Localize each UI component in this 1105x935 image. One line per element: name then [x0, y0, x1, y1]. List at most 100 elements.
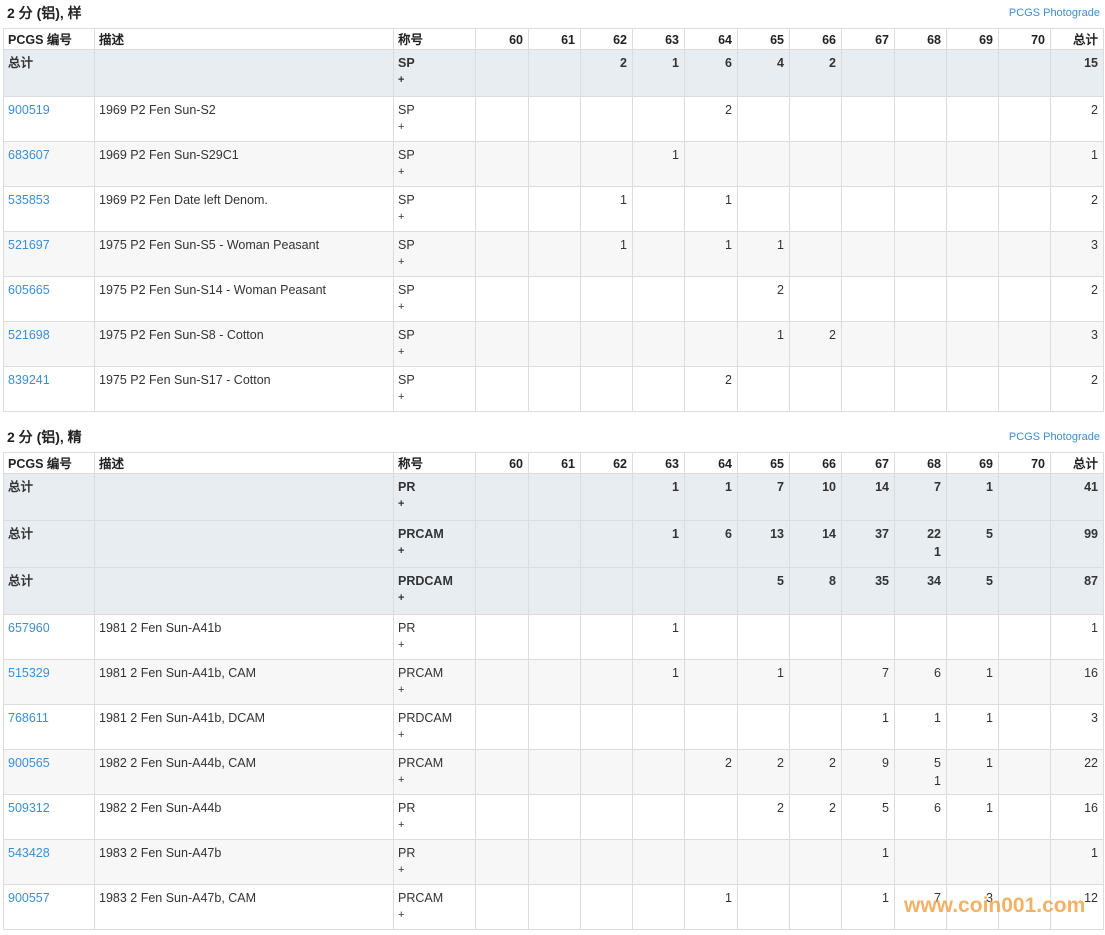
grade-count [998, 794, 1051, 840]
grade-count [528, 186, 581, 232]
row-total: 2 [1050, 96, 1104, 142]
pcgs-number: 535853 [3, 186, 95, 232]
grade-count [737, 884, 790, 930]
count: 5 [986, 527, 993, 541]
grade-count: 2 [737, 794, 790, 840]
column-header: 69 [946, 452, 999, 474]
column-header: 称号 [393, 452, 476, 474]
grade-count [528, 704, 581, 750]
grade-count [998, 749, 1051, 795]
total-count: 3 [1091, 238, 1098, 252]
grade-count: 9 [841, 749, 895, 795]
grade-count [632, 321, 685, 367]
designation-text: PRCAM [398, 891, 444, 905]
grade-count [528, 141, 581, 187]
pcgs-number-link[interactable]: 683607 [8, 148, 50, 162]
grade-count [580, 749, 633, 795]
column-header: 61 [528, 452, 581, 474]
column-header: 描述 [94, 452, 394, 474]
pcgs-number-link[interactable]: 768611 [8, 711, 49, 725]
pcgs-number: 768611 [3, 704, 95, 750]
count: 2 [620, 56, 627, 70]
grade-count [632, 884, 685, 930]
count: 1 [986, 480, 993, 494]
grade-count [475, 276, 529, 322]
grade-count [475, 614, 529, 660]
grade-count [684, 659, 738, 705]
row-total: 1 [1050, 614, 1104, 660]
total-count: 12 [1084, 891, 1098, 905]
grade-count [894, 839, 947, 885]
pcgs-number-link[interactable]: 605665 [8, 283, 50, 297]
grade-count [789, 96, 842, 142]
grade-count: 2 [684, 366, 738, 412]
column-header: 总计 [1050, 452, 1104, 474]
grade-count [841, 141, 895, 187]
description-text: 1982 2 Fen Sun-A44b [99, 801, 222, 815]
grade-count [632, 276, 685, 322]
total-count: 16 [1084, 666, 1098, 680]
count: 5 [934, 756, 941, 770]
row-total: 15 [1050, 49, 1104, 97]
pcgs-number-link[interactable]: 521698 [8, 328, 50, 342]
pcgs-number: 515329 [3, 659, 95, 705]
grade-count: 7 [894, 473, 947, 521]
description [94, 520, 394, 568]
pcgs-number-link[interactable]: 900565 [8, 756, 50, 770]
pcgs-number-link[interactable]: 839241 [8, 373, 50, 387]
photograde-link[interactable]: PCGS Photograde [1008, 7, 1100, 19]
description-text: 1975 P2 Fen Sun-S14 - Woman Peasant [99, 283, 326, 297]
count: 1 [672, 666, 679, 680]
total-count: 41 [1084, 480, 1098, 494]
grade-count: 1 [946, 704, 999, 750]
pcgs-number-link[interactable]: 657960 [8, 621, 50, 635]
pcgs-number-link[interactable]: 900557 [8, 891, 50, 905]
grade-count [894, 186, 947, 232]
grade-count: 2 [789, 321, 842, 367]
designation-text: PRCAM [398, 527, 444, 541]
count: 14 [875, 480, 889, 494]
coin-row: 839241 1975 P2 Fen Sun-S17 - Cotton SP +2 2 [3, 366, 1104, 412]
grade-count [789, 366, 842, 412]
pcgs-number-link[interactable]: 543428 [8, 846, 50, 860]
total-count: 2 [1091, 103, 1098, 117]
grade-count: 3 [946, 884, 999, 930]
plus-sign: + [398, 166, 405, 178]
column-header: 65 [737, 452, 790, 474]
pcgs-number-link[interactable]: 521697 [8, 238, 50, 252]
column-header: 69 [946, 28, 999, 50]
pcgs-number-link[interactable]: 515329 [8, 666, 50, 680]
pcgs-number-link[interactable]: 900519 [8, 103, 50, 117]
grade-count: 2 [737, 276, 790, 322]
count: 1 [882, 711, 889, 725]
grade-count: 1 [946, 749, 999, 795]
description-text: 1975 P2 Fen Sun-S5 - Woman Peasant [99, 238, 320, 252]
photograde-link[interactable]: PCGS Photograde [1008, 431, 1100, 443]
grade-count: 6 [894, 659, 947, 705]
pcgs-number: 总计 [3, 473, 95, 521]
grade-count [841, 96, 895, 142]
grade-count [998, 884, 1051, 930]
grade-count [580, 141, 633, 187]
pcgs-number: 900557 [3, 884, 95, 930]
grade-count [580, 276, 633, 322]
grade-count [580, 473, 633, 521]
pcgs-number: 总计 [3, 567, 95, 615]
count: 1 [725, 238, 732, 252]
plus-sign: + [398, 391, 405, 403]
pcgs-number-link[interactable]: 535853 [8, 193, 50, 207]
count: 6 [934, 666, 941, 680]
coin-row: 900519 1969 P2 Fen Sun-S2 SP +2 2 [3, 96, 1104, 142]
description: 1975 P2 Fen Sun-S17 - Cotton [94, 366, 394, 412]
designation: SP + [393, 231, 476, 277]
grade-count [789, 231, 842, 277]
description: 1969 P2 Fen Sun-S29C1 [94, 141, 394, 187]
column-header: 称号 [393, 28, 476, 50]
coin-row: 515329 1981 2 Fen Sun-A41b, CAM PRCAM +1 1 7 6… [3, 659, 1104, 705]
grade-count: 37 [841, 520, 895, 568]
designation: PR + [393, 473, 476, 521]
pcgs-number-link[interactable]: 509312 [8, 801, 50, 815]
pcgs-number: 543428 [3, 839, 95, 885]
grade-count [528, 749, 581, 795]
